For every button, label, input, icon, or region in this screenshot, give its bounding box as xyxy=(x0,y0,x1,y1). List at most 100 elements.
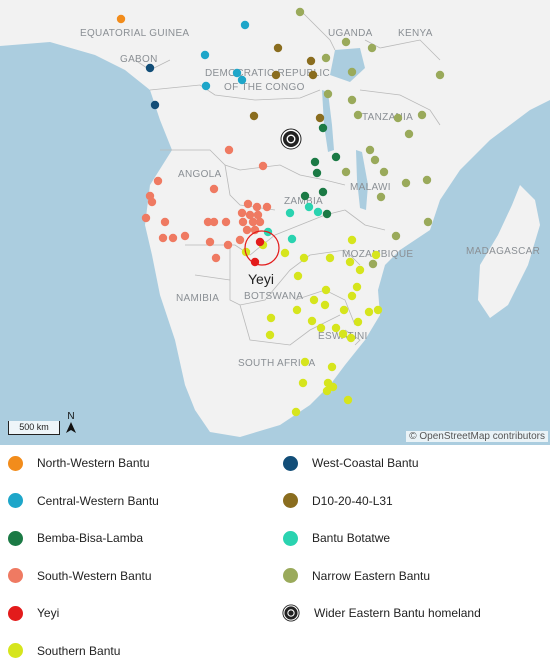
point-southern[interactable] xyxy=(265,330,275,340)
point-south-western[interactable] xyxy=(209,184,219,194)
point-bantu-botatwe[interactable] xyxy=(287,234,297,244)
map-attribution[interactable]: © OpenStreetMap contributors xyxy=(406,431,548,442)
point-south-western[interactable] xyxy=(153,176,163,186)
point-southern[interactable] xyxy=(364,307,374,317)
point-southern[interactable] xyxy=(316,323,326,333)
point-south-western[interactable] xyxy=(158,233,168,243)
point-central-western[interactable] xyxy=(237,75,247,85)
point-southern[interactable] xyxy=(347,235,357,245)
point-north-western[interactable] xyxy=(116,14,126,24)
point-south-western[interactable] xyxy=(238,217,248,227)
point-southern[interactable] xyxy=(347,291,357,301)
map[interactable]: EQUATORIAL GUINEA GABON DEMOCRATIC REPUBLI… xyxy=(0,0,550,445)
point-south-western[interactable] xyxy=(245,210,255,220)
point-bemba-bisa-lamba[interactable] xyxy=(310,157,320,167)
point-narrow-eastern[interactable] xyxy=(422,175,432,185)
point-central-western[interactable] xyxy=(232,68,242,78)
point-d10[interactable] xyxy=(308,70,318,80)
point-south-western[interactable] xyxy=(224,145,234,155)
point-south-western[interactable] xyxy=(242,225,252,235)
point-southern[interactable] xyxy=(292,305,302,315)
point-southern[interactable] xyxy=(298,378,308,388)
point-bemba-bisa-lamba[interactable] xyxy=(312,168,322,178)
point-d10[interactable] xyxy=(315,113,325,123)
point-d10[interactable] xyxy=(249,111,259,121)
point-south-western[interactable] xyxy=(168,233,178,243)
point-south-western[interactable] xyxy=(255,217,265,227)
point-south-western[interactable] xyxy=(248,217,258,227)
point-southern[interactable] xyxy=(373,305,383,315)
point-narrow-eastern[interactable] xyxy=(321,53,331,63)
point-south-western[interactable] xyxy=(253,210,263,220)
point-south-western[interactable] xyxy=(243,199,253,209)
point-central-western[interactable] xyxy=(201,81,211,91)
point-south-western[interactable] xyxy=(262,202,272,212)
point-narrow-eastern[interactable] xyxy=(341,167,351,177)
point-bantu-botatwe[interactable] xyxy=(285,208,295,218)
point-southern[interactable] xyxy=(307,316,317,326)
point-southern[interactable] xyxy=(293,271,303,281)
point-bantu-botatwe[interactable] xyxy=(313,207,323,217)
point-south-western[interactable] xyxy=(258,161,268,171)
point-south-western[interactable] xyxy=(180,231,190,241)
point-bemba-bisa-lamba[interactable] xyxy=(318,187,328,197)
point-southern[interactable] xyxy=(291,407,301,417)
point-southern[interactable] xyxy=(327,362,337,372)
point-narrow-eastern[interactable] xyxy=(365,145,375,155)
point-southern[interactable] xyxy=(321,285,331,295)
point-southern[interactable] xyxy=(300,357,310,367)
point-narrow-eastern[interactable] xyxy=(376,192,386,202)
point-west-coastal[interactable] xyxy=(145,63,155,73)
point-southern[interactable] xyxy=(352,282,362,292)
point-southern[interactable] xyxy=(280,248,290,258)
point-south-western[interactable] xyxy=(205,237,215,247)
point-south-western[interactable] xyxy=(252,202,262,212)
point-southern[interactable] xyxy=(309,295,319,305)
point-southern[interactable] xyxy=(320,300,330,310)
point-southern[interactable] xyxy=(299,253,309,263)
point-narrow-eastern[interactable] xyxy=(370,155,380,165)
point-narrow-eastern[interactable] xyxy=(391,231,401,241)
point-narrow-eastern[interactable] xyxy=(341,37,351,47)
point-southern[interactable] xyxy=(346,333,356,343)
point-narrow-eastern[interactable] xyxy=(367,43,377,53)
point-narrow-eastern[interactable] xyxy=(417,110,427,120)
point-southern[interactable] xyxy=(338,329,348,339)
point-narrow-eastern[interactable] xyxy=(347,95,357,105)
point-d10[interactable] xyxy=(273,43,283,53)
point-south-western[interactable] xyxy=(141,213,151,223)
point-yeyi[interactable] xyxy=(255,237,265,247)
point-south-western[interactable] xyxy=(223,240,233,250)
point-southern[interactable] xyxy=(328,382,338,392)
point-narrow-eastern[interactable] xyxy=(379,167,389,177)
point-narrow-eastern[interactable] xyxy=(435,70,445,80)
point-d10[interactable] xyxy=(306,56,316,66)
point-bemba-bisa-lamba[interactable] xyxy=(300,191,310,201)
point-narrow-eastern[interactable] xyxy=(347,67,357,77)
point-bemba-bisa-lamba[interactable] xyxy=(318,123,328,133)
point-southern[interactable] xyxy=(266,313,276,323)
point-south-western[interactable] xyxy=(235,235,245,245)
point-narrow-eastern[interactable] xyxy=(295,7,305,17)
point-bantu-botatwe[interactable] xyxy=(304,202,314,212)
point-south-western[interactable] xyxy=(237,208,247,218)
point-narrow-eastern[interactable] xyxy=(423,217,433,227)
point-southern[interactable] xyxy=(371,250,381,260)
point-narrow-eastern[interactable] xyxy=(404,129,414,139)
point-southern[interactable] xyxy=(339,305,349,315)
point-narrow-eastern[interactable] xyxy=(353,110,363,120)
point-southern[interactable] xyxy=(343,395,353,405)
point-southern[interactable] xyxy=(355,265,365,275)
point-southern[interactable] xyxy=(322,386,332,396)
point-south-western[interactable] xyxy=(147,197,157,207)
point-central-western[interactable] xyxy=(240,20,250,30)
point-south-western[interactable] xyxy=(203,217,213,227)
point-south-western[interactable] xyxy=(160,217,170,227)
point-d10[interactable] xyxy=(271,70,281,80)
point-south-western[interactable] xyxy=(211,253,221,263)
point-southern[interactable] xyxy=(353,317,363,327)
point-central-western[interactable] xyxy=(200,50,210,60)
point-west-coastal[interactable] xyxy=(150,100,160,110)
point-southern[interactable] xyxy=(325,253,335,263)
point-south-western[interactable] xyxy=(209,217,219,227)
